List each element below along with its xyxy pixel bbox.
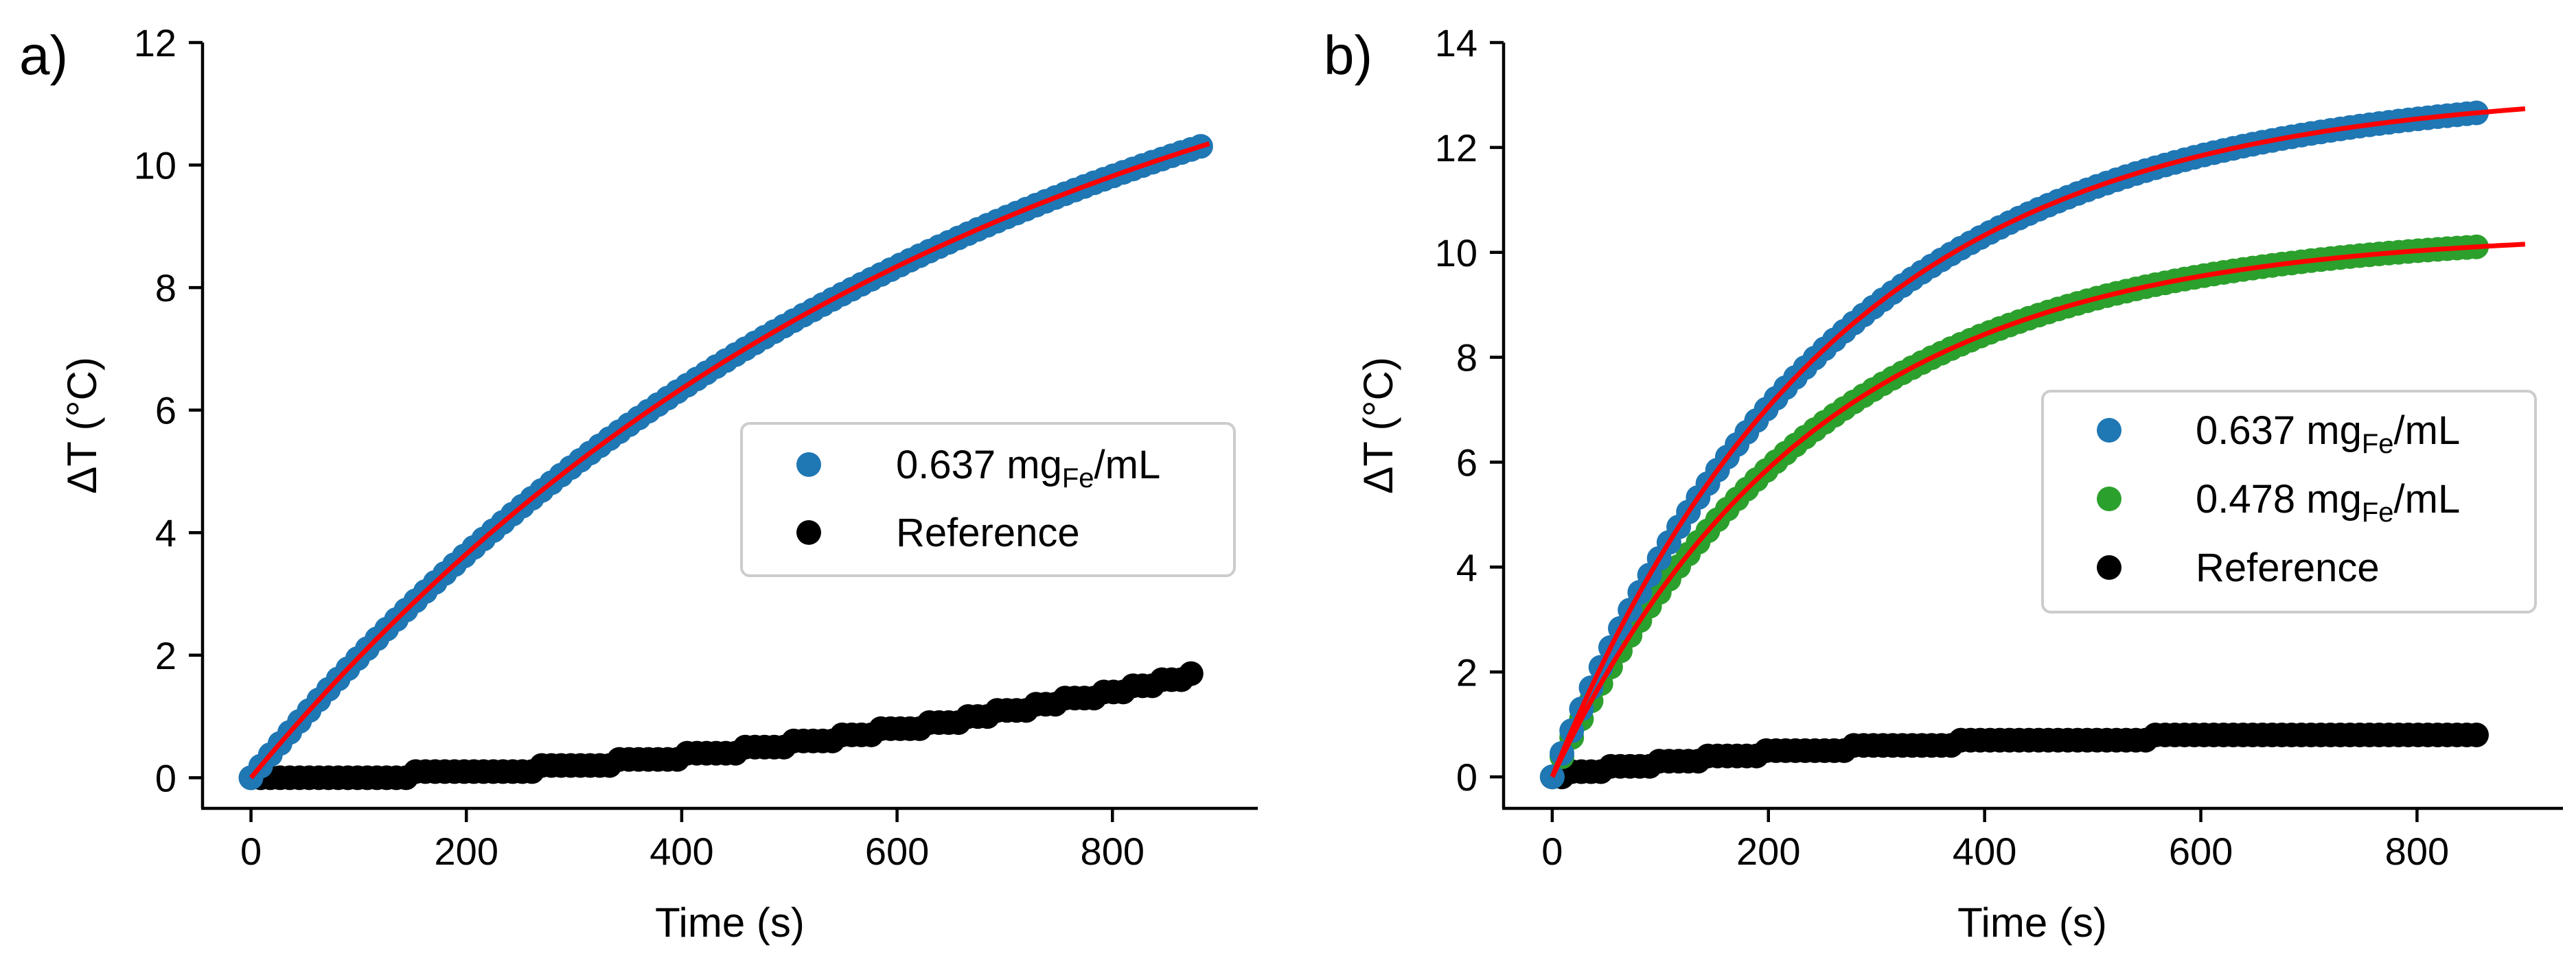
panel-a-legend-label-0-sub: Fe xyxy=(1062,463,1094,493)
panel-a-x-tick-label-1: 200 xyxy=(435,830,498,873)
panel-a-x-tick-label-4: 800 xyxy=(1081,830,1145,873)
panel-a-y-tick-label-2: 4 xyxy=(155,511,176,554)
panel-a-axes: 0 200 400 600 800 0 2 4 6 8 10 12 xyxy=(134,21,1258,873)
panel-a-y-tick-label-0: 0 xyxy=(155,756,176,799)
panel-a-legend-label-0-main: 0.637 mg xyxy=(896,443,1062,487)
panel-b-legend: 0.637 mgFe/mL 0.478 mgFe/mL Reference xyxy=(2041,390,2537,613)
panel-b-legend-label-2: Reference xyxy=(2196,546,2380,590)
panel-b-legend-entry-0: 0.637 mgFe/mL xyxy=(2097,408,2460,459)
panel-b-y-tick-label-4: 8 xyxy=(1456,336,1477,379)
panel-b-legend-marker-1 xyxy=(2097,487,2121,511)
panel-b-ticks: 0 200 400 600 800 0 2 4 6 8 10 12 14 xyxy=(1435,21,2449,873)
panel-b-x-axis-label: Time (s) xyxy=(1957,900,2107,946)
panel-a-x-tick-label-3: 600 xyxy=(865,830,929,873)
panel-a-y-tick-label-4: 8 xyxy=(155,266,176,309)
panel-b-x-tick-label-4: 800 xyxy=(2385,830,2449,873)
panel-b-y-tick-label-7: 14 xyxy=(1435,21,1477,65)
panel-a-x-tick-label-0: 0 xyxy=(240,830,262,873)
panel-b-fit-line-1 xyxy=(1550,242,2526,778)
panel-a-y-tick-label-6: 12 xyxy=(134,21,176,65)
panel-b-legend-label-0-sub: Fe xyxy=(2362,429,2394,459)
panel-a-label: a) xyxy=(19,25,68,86)
panel-b-series-2-point-95 xyxy=(2464,723,2489,747)
panel-a-fit-line-0 xyxy=(249,141,1210,780)
panel-a-series-1-point-97 xyxy=(1178,661,1204,686)
panel-a-ticks: 0 200 400 600 800 0 2 4 6 8 10 12 xyxy=(134,21,1145,873)
panel-b-legend-entry-2: Reference xyxy=(2097,546,2380,590)
panel-a-legend-label-0: 0.637 mgFe/mL xyxy=(896,443,1160,493)
panel-b-chart: b) 0 200 400 600 800 0 2 4 6 8 10 12 14 Time (s) ΔT … xyxy=(1324,21,2563,946)
panel-a-legend: 0.637 mgFe/mL Reference xyxy=(740,422,1236,577)
panel-a-legend-label-1: Reference xyxy=(896,511,1080,555)
panel-b-legend-label-0: 0.637 mgFe/mL xyxy=(2196,408,2460,459)
panel-a-y-tick-label-5: 10 xyxy=(134,144,176,187)
panel-b-x-tick-label-3: 600 xyxy=(2169,830,2233,873)
panel-b-legend-label-1-main: 0.478 mg xyxy=(2196,477,2362,522)
panel-a-legend-entry-1: Reference xyxy=(796,511,1080,555)
panel-b-y-axis-label: ΔT (°C) xyxy=(1355,357,1401,494)
panel-b-legend-label-0-main: 0.637 mg xyxy=(2196,408,2362,453)
panel-b-legend-label-1: 0.478 mgFe/mL xyxy=(2196,477,2460,528)
panel-b-y-tick-label-1: 2 xyxy=(1456,651,1477,694)
panel-b-x-tick-label-1: 200 xyxy=(1736,830,1800,873)
panel-b-y-tick-label-3: 6 xyxy=(1456,441,1477,484)
panel-b-y-tick-label-6: 12 xyxy=(1435,126,1477,169)
panel-a-legend-marker-0 xyxy=(796,452,821,477)
panel-a-legend-label-1-main: Reference xyxy=(896,511,1080,555)
panel-a-chart: a) 0 200 400 600 800 0 2 4 6 8 10 12 Time (s) ΔT (°… xyxy=(19,21,1258,946)
panel-a-y-tick-label-1: 2 xyxy=(155,634,176,677)
panel-a-marks xyxy=(238,134,1213,791)
panel-b-legend-label-2-main: Reference xyxy=(2196,546,2380,590)
panel-b-marks xyxy=(1539,100,2526,790)
panel-a-legend-frame xyxy=(740,422,1236,577)
panel-b-axes: 0 200 400 600 800 0 2 4 6 8 10 12 14 xyxy=(1435,21,2563,873)
panel-a-x-tick-label-2: 400 xyxy=(649,830,713,873)
panel-a-y-tick-label-3: 6 xyxy=(155,389,176,432)
panel-b-series-2 xyxy=(1539,723,2489,790)
panel-a-x-axis-label: Time (s) xyxy=(655,900,805,946)
panel-b-legend-marker-0 xyxy=(2097,418,2121,443)
panel-b-legend-marker-2 xyxy=(2097,555,2121,580)
panel-b-y-tick-label-0: 0 xyxy=(1456,756,1477,799)
panel-a-series-1 xyxy=(238,661,1204,791)
panel-b-fit-line-0 xyxy=(1550,106,2526,778)
panel-a-y-axis-label: ΔT (°C) xyxy=(59,357,105,494)
panel-b-y-tick-label-5: 10 xyxy=(1435,231,1477,274)
panel-b-label: b) xyxy=(1324,25,1372,86)
panel-a-legend-marker-1 xyxy=(796,520,821,545)
panel-b-legend-entry-1: 0.478 mgFe/mL xyxy=(2097,477,2460,528)
panel-a-legend-entry-0: 0.637 mgFe/mL xyxy=(796,443,1160,493)
panel-a-legend-label-0-tail: /mL xyxy=(1094,443,1161,487)
panel-b-legend-label-0-tail: /mL xyxy=(2394,408,2461,453)
panel-b-y-tick-label-2: 4 xyxy=(1456,546,1477,589)
panel-b-legend-label-1-sub: Fe xyxy=(2362,498,2394,528)
panel-b-x-tick-label-0: 0 xyxy=(1541,830,1563,873)
panel-b-x-tick-label-2: 400 xyxy=(1953,830,2016,873)
panel-b-legend-label-1-tail: /mL xyxy=(2394,477,2461,522)
panel-b-legend-frame xyxy=(2041,390,2537,613)
